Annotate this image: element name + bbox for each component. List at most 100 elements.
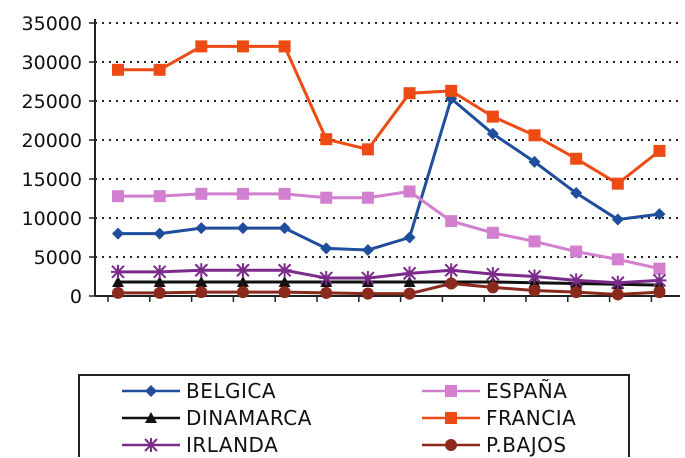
series-line-belgica (118, 97, 660, 252)
legend-item-espana: ESPAÑA (420, 378, 567, 404)
series-francia (112, 40, 666, 190)
y-tick-label: 35000 (22, 13, 82, 35)
legend-item-dinamarca: DINAMARCA (120, 405, 312, 431)
data-point-belgica (486, 127, 499, 140)
data-point-belgica (611, 213, 624, 226)
data-point-p-bajos (153, 286, 166, 299)
data-point-irlanda (610, 275, 625, 290)
data-point-belgica (320, 242, 333, 255)
legend-label-irlanda: IRLANDA (186, 433, 279, 457)
data-point-belgica (153, 227, 166, 240)
data-point-espana (320, 191, 333, 204)
legend-item-irlanda: IRLANDA (120, 432, 278, 458)
series-line-francia (118, 44, 661, 186)
data-point-irlanda (569, 273, 584, 288)
data-point-belgica (653, 208, 666, 221)
data-point-p-bajos (320, 286, 333, 299)
data-point-irlanda (194, 263, 209, 278)
y-tick-label: 0 (70, 286, 82, 308)
legend-item-francia: FRANCIA (420, 405, 576, 431)
legend-marker (144, 438, 158, 452)
data-point-espana (403, 185, 416, 198)
data-point-francia (361, 143, 374, 156)
data-point-espana (236, 187, 249, 200)
data-point-irlanda (527, 269, 542, 284)
legend-label-espana: ESPAÑA (486, 379, 568, 403)
legend-swatch-belgica (122, 385, 180, 397)
data-point-irlanda (152, 264, 167, 279)
data-point-francia (278, 40, 291, 53)
y-tick-label: 30000 (22, 52, 82, 74)
data-point-espana (653, 262, 666, 275)
data-point-espana (570, 245, 583, 258)
data-point-p-bajos (445, 277, 458, 290)
series-espana (112, 185, 666, 275)
y-tick-label: 20000 (22, 130, 82, 152)
data-point-francia (570, 152, 583, 165)
data-point-irlanda (111, 264, 125, 279)
data-point-espana (445, 215, 458, 228)
data-point-dinamarca (278, 275, 291, 287)
data-point-francia (195, 40, 208, 53)
legend-marker (145, 385, 157, 397)
data-point-belgica (195, 222, 208, 235)
data-point-dinamarca (153, 275, 166, 287)
data-point-belgica (570, 187, 583, 200)
y-tick-label: 25000 (22, 91, 82, 113)
data-point-francia (528, 129, 541, 142)
legend-item-p-bajos: P.BAJOS (420, 432, 567, 458)
legend-marker (445, 412, 457, 424)
axes (94, 19, 680, 302)
data-point-espana (153, 190, 166, 203)
legend-swatch-dinamarca (122, 412, 180, 423)
data-point-p-bajos (195, 286, 208, 299)
data-point-belgica (528, 155, 541, 168)
y-tick-label: 10000 (22, 208, 82, 230)
data-point-irlanda (319, 271, 334, 286)
y-tick-label: 5000 (34, 247, 82, 269)
legend-label-dinamarca: DINAMARCA (186, 406, 312, 430)
data-point-espana (361, 191, 374, 204)
data-point-belgica (361, 243, 374, 256)
data-point-p-bajos (653, 286, 666, 299)
data-point-p-bajos (112, 286, 124, 299)
data-point-francia (153, 63, 166, 76)
legend-swatch-irlanda (122, 438, 180, 452)
data-point-irlanda (485, 267, 500, 282)
data-point-irlanda (235, 263, 250, 278)
data-point-francia (611, 177, 624, 190)
data-point-espana (611, 253, 624, 266)
legend: BELGICA ESPAÑA DINAMARCA FRANCIA IRLANDA… (78, 374, 630, 457)
series-irlanda (111, 263, 667, 290)
data-point-p-bajos (570, 286, 583, 299)
legend-swatch-francia (422, 412, 480, 424)
legend-label-francia: FRANCIA (486, 406, 577, 430)
data-point-francia (653, 144, 666, 157)
data-point-espana (528, 235, 541, 248)
legend-swatch-espana (422, 385, 480, 397)
series-line-espana (118, 189, 660, 271)
data-point-irlanda (277, 263, 292, 278)
data-point-belgica (278, 222, 291, 235)
data-point-belgica (403, 231, 416, 244)
data-point-francia (112, 63, 124, 76)
data-point-dinamarca (195, 275, 208, 287)
data-point-irlanda (652, 273, 667, 288)
legend-swatch-p-bajos (422, 439, 480, 451)
legend-marker (445, 439, 457, 451)
series-group (111, 40, 667, 301)
data-point-espana (195, 187, 208, 200)
data-point-espana (112, 190, 124, 203)
legend-item-belgica: BELGICA (120, 378, 276, 404)
series-dinamarca (112, 275, 666, 291)
data-point-p-bajos (361, 287, 374, 300)
data-point-p-bajos (278, 286, 291, 299)
data-point-dinamarca (236, 275, 249, 287)
series-line-p-bajos (118, 282, 660, 296)
data-point-dinamarca (403, 275, 416, 287)
y-tick-labels: 35000 30000 25000 20000 15000 10000 5000 0 (22, 13, 82, 308)
grid-lines (89, 22, 680, 297)
series-belgica (112, 92, 666, 256)
data-point-belgica (112, 227, 124, 240)
legend-label-belgica: BELGICA (186, 379, 277, 403)
